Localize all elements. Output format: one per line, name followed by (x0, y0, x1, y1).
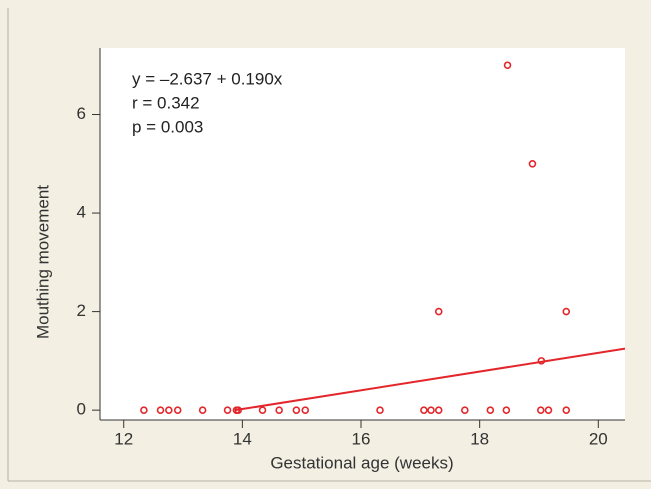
point (427, 406, 435, 414)
point (544, 406, 553, 414)
plot-area (100, 48, 625, 420)
point (537, 357, 546, 365)
point (562, 307, 571, 316)
point (275, 406, 283, 414)
y-tick-label: 2 (77, 301, 86, 320)
annotation: y = –2.637 + 0.190x (132, 69, 283, 88)
point (234, 406, 243, 414)
x-axis-label: Gestational age (weeks) (270, 453, 453, 472)
point (376, 406, 384, 414)
x-tick-label: 16 (352, 429, 371, 448)
point (486, 406, 495, 414)
point (198, 406, 207, 414)
y-tick-label: 6 (77, 104, 86, 123)
point (173, 406, 182, 414)
point (292, 406, 301, 414)
point (434, 406, 443, 414)
point (258, 406, 267, 414)
point (434, 307, 443, 316)
point (140, 406, 148, 414)
annotation: p = 0.003 (132, 117, 203, 136)
point (165, 406, 173, 414)
regression-line (235, 347, 626, 412)
y-tick-label: 4 (77, 203, 86, 222)
x-tick-label: 20 (589, 429, 608, 448)
point (420, 406, 428, 414)
point (502, 406, 511, 414)
point (528, 159, 537, 168)
x-tick-label: 18 (470, 429, 489, 448)
y-tick-label: 0 (77, 400, 86, 419)
point (536, 406, 545, 414)
point (461, 406, 469, 414)
point (503, 61, 512, 70)
point (301, 406, 310, 414)
point (156, 406, 165, 414)
point (562, 406, 571, 414)
x-tick-label: 14 (233, 429, 252, 448)
x-tick-label: 12 (114, 429, 133, 448)
point (223, 406, 232, 414)
y-axis-label: Mouthing movement (33, 185, 52, 339)
annotation: r = 0.342 (132, 93, 200, 112)
